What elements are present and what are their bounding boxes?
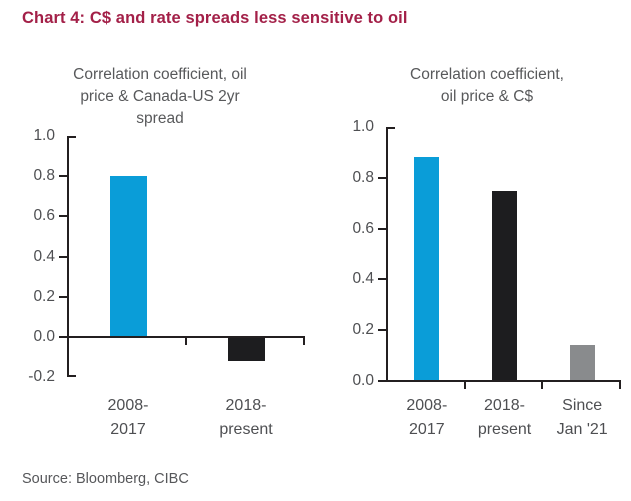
x-category-label: 2008- 2017 [107, 397, 149, 438]
bar [569, 345, 595, 381]
right-chart-title: Correlation coefficient, oil price & C$ [410, 66, 564, 105]
x-tick [185, 335, 187, 345]
y-axis-endcap [69, 136, 76, 138]
x-tick [619, 380, 621, 389]
y-tick [378, 278, 386, 281]
y-tick-label: 0.4 [33, 247, 55, 265]
x-axis-line [386, 380, 621, 382]
figure-title: Chart 4: C$ and rate spreads less sensit… [22, 9, 408, 27]
bar [492, 190, 517, 381]
y-tick-label: 1.0 [33, 127, 55, 144]
y-tick [378, 329, 386, 332]
x-category-label: 2018- present [477, 397, 532, 438]
y-tick [378, 176, 386, 179]
bar [109, 176, 147, 337]
y-tick [59, 175, 67, 178]
x-tick [463, 380, 466, 389]
bar [414, 157, 440, 381]
y-tick-label: 0.4 [352, 270, 374, 288]
source-note: Source: Bloomberg, CIBC [22, 471, 189, 487]
y-tick-label: 0.6 [33, 207, 55, 225]
y-tick-label: 0.8 [352, 168, 374, 186]
y-axis-line [67, 136, 69, 377]
x-category-label: Since Jan '21 [556, 397, 608, 438]
x-category-label: 2008- 2017 [406, 397, 448, 438]
y-axis-endcap [69, 375, 76, 377]
y-tick [59, 335, 67, 338]
x-category-label: 2018- present [219, 397, 273, 438]
y-axis-line [386, 127, 388, 381]
y-tick-label: 0.0 [33, 327, 55, 345]
y-tick-label: 0.6 [352, 219, 374, 237]
y-tick-label: 0.8 [33, 167, 55, 185]
y-tick [59, 255, 67, 258]
bar [227, 336, 265, 361]
y-tick-label: 1.0 [352, 118, 374, 135]
y-tick-label: -0.2 [28, 368, 55, 385]
y-tick-label: 0.2 [33, 287, 55, 305]
y-tick [59, 295, 67, 298]
y-tick-label: 0.0 [352, 372, 374, 389]
y-tick [378, 227, 386, 230]
x-tick [541, 380, 544, 389]
left-chart-title: Correlation coefficient, oil price & Can… [73, 66, 247, 127]
y-axis-endcap [388, 127, 395, 129]
y-tick-label: 0.2 [352, 321, 374, 339]
y-tick [378, 380, 386, 382]
x-tick [303, 335, 305, 345]
y-tick [59, 215, 67, 218]
